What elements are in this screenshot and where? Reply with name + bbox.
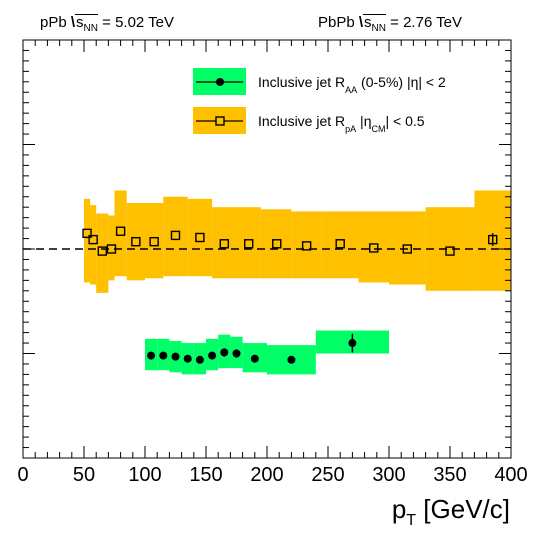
RAA-point (250, 354, 259, 363)
RpA-point (149, 236, 159, 247)
RAA-point (183, 354, 192, 363)
RpA-band (163, 196, 188, 277)
RpA-point (82, 228, 92, 239)
RpA-point (445, 246, 455, 256)
RpA-band (187, 198, 213, 277)
RpA-point (170, 230, 181, 241)
x-axis-label-p: p (392, 494, 406, 524)
x-axis-label-sub: T (406, 512, 416, 529)
RpA-point (219, 239, 230, 249)
legend-label-part: AA (345, 85, 357, 95)
header-left: pPb \sNN = 5.02 TeV (40, 14, 175, 34)
RpA-point (106, 244, 117, 254)
legend: Inclusive jet RAA (0-5%) |η| < 2Inclusiv… (193, 68, 446, 134)
x-tick-label: 300 (372, 464, 405, 486)
RAA-point (159, 351, 168, 360)
RpA-band (389, 211, 426, 285)
RpA-band (145, 203, 164, 279)
RpA-band (212, 207, 237, 279)
RpA-point (272, 239, 282, 249)
legend-label-part: Inclusive jet R (258, 113, 345, 129)
x-tick-label: 150 (189, 464, 222, 486)
legend-label-part: (0-5%) |η| < 2 (357, 74, 446, 90)
RpA-band (96, 213, 109, 293)
RAA-point (208, 351, 217, 360)
RpA-point (301, 241, 312, 251)
x-tick-label: 50 (73, 464, 95, 486)
RAA-point (287, 355, 296, 364)
x-tick-label: 400 (494, 464, 527, 486)
RpA-point (402, 244, 412, 254)
RpA-band (90, 205, 97, 285)
legend-label-part: CM (371, 124, 385, 134)
x-tick-labels: 0 50 100 150 200 250 300 350 400 (17, 464, 527, 486)
header-left-value: = 5.02 TeV (97, 14, 175, 31)
RpA-point (369, 243, 379, 253)
x-tick-label: 0 (17, 464, 28, 486)
legend-label-part: |η (356, 113, 371, 129)
RAA-point (147, 351, 156, 360)
sqrt-icon: \ (70, 14, 76, 31)
data-markers (82, 226, 498, 364)
RpA-band (291, 211, 322, 279)
header-right-s: s (364, 14, 372, 31)
RAA-point (195, 355, 204, 364)
legend-label-part: pA (345, 124, 356, 134)
header-right-sub: NN (371, 23, 386, 34)
RpA-band (84, 198, 91, 283)
uncertainty-bands (84, 190, 511, 375)
RpA-band (358, 211, 389, 283)
RAA-point (232, 349, 241, 358)
x-tick-label: 250 (311, 464, 344, 486)
RAA-point (220, 348, 229, 357)
RpA-band (260, 209, 292, 279)
RpA-band (108, 215, 115, 281)
legend-marker (215, 116, 225, 126)
axis-ticks (22, 39, 512, 459)
RpA-point (335, 239, 345, 249)
RpA-band (126, 203, 145, 281)
RAA-point (348, 339, 357, 348)
sqrt-content: sNN (75, 14, 98, 34)
RpA-band (236, 207, 261, 279)
RpA-point (243, 239, 254, 249)
RpA-point (131, 236, 141, 247)
sqrt-icon: \ (358, 14, 364, 31)
RpA-point (88, 234, 98, 245)
RpA-point (195, 232, 205, 243)
RpA-band (321, 211, 359, 279)
legend-label: Inclusive jet RAA (0-5%) |η| < 2 (258, 74, 446, 95)
legend-label-part: Inclusive jet R (258, 74, 345, 90)
legend-marker (216, 78, 224, 86)
x-axis-label: pT [GeV/c] (392, 494, 510, 529)
legend-label: Inclusive jet RpA |ηCM| < 0.5 (258, 113, 425, 134)
RpA-band (114, 190, 127, 277)
header-left-sub: NN (83, 23, 98, 34)
header-right-value: = 2.76 TeV (386, 14, 463, 31)
header-left-s: s (76, 14, 84, 31)
x-axis-label-unit: [GeV/c] (416, 494, 510, 524)
legend-label-part: | < 0.5 (385, 113, 424, 129)
RpA-point (97, 246, 108, 256)
x-tick-label: 200 (250, 464, 283, 486)
x-tick-label: 100 (128, 464, 161, 486)
RAA-point (171, 352, 180, 361)
sqrt-content: sNN (363, 14, 386, 34)
RpA-point (488, 234, 498, 245)
header-right: PbPb \sNN = 2.76 TeV (318, 14, 463, 34)
x-tick-label: 350 (433, 464, 466, 486)
RpA-point (115, 226, 126, 236)
header-left-prefix: pPb (40, 14, 71, 31)
header-right-prefix: PbPb (318, 14, 359, 31)
